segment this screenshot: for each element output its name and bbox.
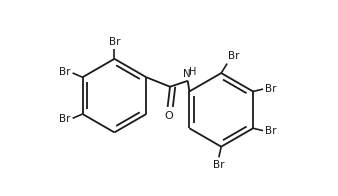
Text: N: N bbox=[184, 69, 191, 79]
Text: H: H bbox=[189, 66, 196, 76]
Text: Br: Br bbox=[228, 51, 240, 61]
Text: Br: Br bbox=[59, 114, 71, 124]
Text: Br: Br bbox=[265, 84, 276, 94]
Text: Br: Br bbox=[265, 126, 276, 136]
Text: Br: Br bbox=[213, 160, 224, 170]
Text: O: O bbox=[165, 111, 173, 121]
Text: Br: Br bbox=[59, 67, 71, 77]
Text: Br: Br bbox=[108, 37, 120, 47]
